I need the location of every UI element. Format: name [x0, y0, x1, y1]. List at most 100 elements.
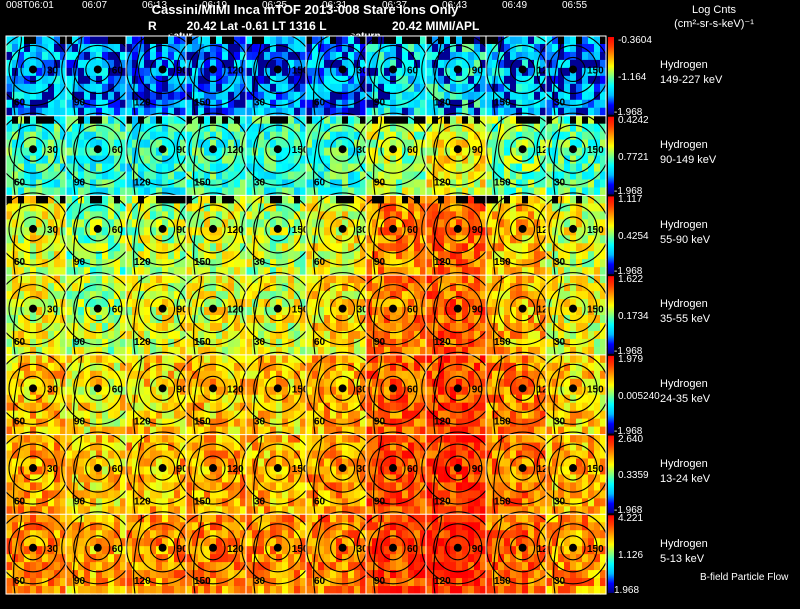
panel: 60 90	[61, 192, 135, 276]
contour-label: 150	[494, 337, 511, 348]
contour-label: 60	[112, 544, 124, 555]
contour-label: 90	[374, 417, 386, 428]
contour-label: 120	[434, 177, 451, 188]
contour-label: 120	[134, 496, 151, 507]
panel: 30 60	[306, 272, 380, 356]
colorbar-title: Log Cnts (cm²-sr-s-keV)⁻¹	[674, 4, 754, 30]
colorbar-min: -1.968	[614, 345, 643, 357]
time-tick: 06:43	[442, 0, 468, 11]
colorbar-max: 1.979	[618, 353, 644, 365]
panel: 60 90	[61, 112, 135, 197]
contour-label: 90	[74, 337, 86, 348]
contour-label: 90	[472, 544, 484, 555]
colorbar-max: -0.3604	[618, 35, 652, 46]
panel: 30 60	[0, 431, 70, 515]
panel: 30 60	[0, 112, 70, 197]
contour-label: 30	[254, 337, 266, 348]
panel: 30 60	[306, 32, 380, 117]
contour-label: 90	[177, 384, 189, 395]
colorbar	[608, 276, 614, 354]
contour-label: 60	[407, 65, 419, 76]
panel: 120 150	[176, 511, 250, 595]
contour-label: 30	[357, 305, 369, 316]
contour-label: 60	[314, 576, 326, 587]
panel: 90 120	[126, 192, 200, 276]
panel: 60 90	[356, 511, 430, 595]
contour-label: 30	[47, 305, 59, 316]
contour-label: 60	[407, 544, 419, 555]
contour-label: 150	[587, 464, 604, 475]
contour-label: 150	[494, 257, 511, 268]
contour-label: 90	[177, 145, 189, 156]
contour-label: 60	[112, 305, 124, 316]
contour-label: 120	[434, 496, 451, 507]
contour-label: 90	[177, 544, 189, 555]
contour-label: 30	[357, 464, 369, 475]
contour-label: 90	[374, 257, 386, 268]
contour-label: 150	[587, 145, 604, 156]
panel: 90 120	[126, 272, 200, 356]
contour-label: 60	[314, 98, 326, 109]
panel: 150 30	[241, 431, 315, 515]
panel: 150 30	[241, 351, 315, 436]
contour-label: 120	[227, 225, 244, 236]
contour-label: 150	[494, 177, 511, 188]
contour-label: 150	[292, 145, 309, 156]
colorbar	[608, 116, 614, 195]
contour-label: 120	[227, 544, 244, 555]
contour-label: 150	[494, 417, 511, 428]
contour-label: 150	[292, 305, 309, 316]
contour-label: 120	[227, 65, 244, 76]
colorbar-mid: 0.1734	[618, 311, 649, 322]
panel: 90 120	[126, 32, 200, 117]
colorbar-mid: 0.3359	[618, 470, 649, 482]
species-label: Hydrogen	[660, 457, 708, 470]
panel: 150 30	[241, 272, 315, 356]
contour-label: 90	[472, 464, 484, 475]
panel: 120 150	[486, 431, 560, 515]
time-tick: 06:31	[322, 0, 348, 11]
contour-label: 60	[407, 225, 419, 236]
chart-title: Cassini/MIMI Inca mTOF 2013-008 Stare Io…	[151, 2, 459, 17]
contour-label: 120	[227, 384, 244, 395]
contour-label: 120	[434, 417, 451, 428]
panel: 120 150	[486, 192, 560, 276]
panel: 30 60	[306, 351, 380, 436]
contour-label: 60	[112, 464, 124, 475]
colorbar-mid: -1.164	[618, 71, 647, 83]
panel: 60 90	[356, 272, 430, 356]
contour-label: 30	[554, 496, 566, 507]
contour-label: 30	[357, 145, 369, 156]
contour-label: 30	[554, 337, 566, 348]
orbit-info-source: 20.42 MIMI/APL	[392, 19, 480, 33]
species-label: Hydrogen	[660, 298, 708, 311]
species-label: Hydrogen	[660, 59, 708, 72]
contour-label: 120	[434, 576, 451, 587]
contour-label: 30	[254, 177, 266, 188]
species-label: Hydrogen	[660, 378, 708, 391]
contour-label: 90	[74, 98, 86, 109]
contour-label: 120	[227, 464, 244, 475]
time-tick: 06:25	[262, 0, 288, 11]
panel: 90 120	[421, 351, 495, 436]
contour-label: 60	[14, 177, 26, 188]
panel: 150 30	[536, 272, 610, 356]
contour-label: 90	[177, 305, 189, 316]
panel: 30 60	[0, 272, 70, 356]
energy-band-label: 5-13 keV	[660, 552, 705, 565]
contour-label: 60	[314, 257, 326, 268]
contour-label: 150	[587, 305, 604, 316]
contour-label: 30	[554, 177, 566, 188]
contour-label: 30	[254, 417, 266, 428]
contour-label: 60	[14, 417, 26, 428]
contour-label: 150	[292, 544, 309, 555]
contour-label: 120	[434, 98, 451, 109]
contour-label: 30	[357, 384, 369, 395]
orbit-info: R 20.42 Lat -0.61 LT 1316 L	[148, 19, 327, 33]
contour-label: 120	[537, 305, 554, 316]
contour-label: 150	[292, 225, 309, 236]
colorbar-max: 0.4242	[618, 114, 649, 126]
contour-label: 150	[194, 417, 211, 428]
energy-band-label: 149-227 keV	[660, 74, 723, 87]
panel: 60 90	[356, 431, 430, 515]
